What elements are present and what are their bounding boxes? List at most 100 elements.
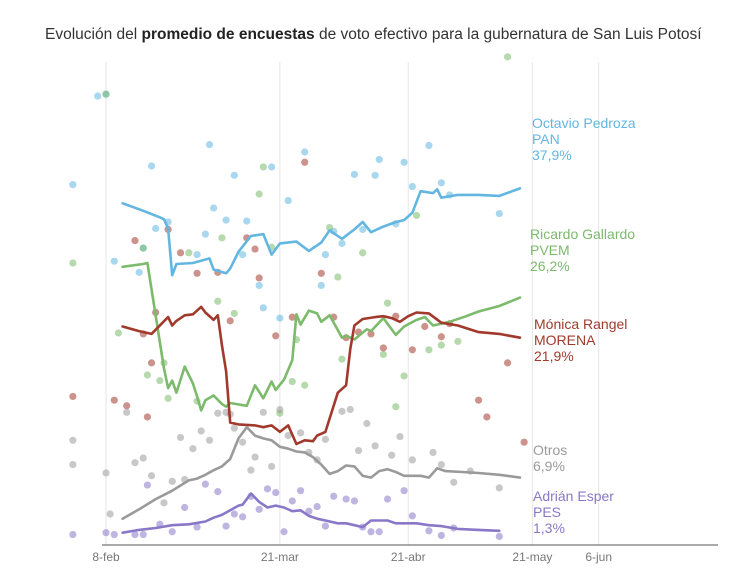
poll-dot [268,462,276,471]
poll-dot [338,407,346,415]
poll-dot [243,217,251,225]
poll-dot [123,408,131,416]
poll-dot [222,216,230,224]
poll-dot [102,529,110,537]
poll-dot [437,333,445,341]
poll-dot [305,507,313,515]
poll-dot [255,281,263,290]
poll-dot [143,371,151,379]
poll-dot [214,297,222,305]
poll-dot [147,162,156,170]
poll-dot [131,459,139,467]
poll-dot [350,497,358,505]
poll-dot [429,448,437,457]
poll-dot [168,528,176,536]
poll-dot [367,330,375,338]
poll-dot [454,337,462,346]
poll-dot [425,141,433,150]
poll-dot [437,460,445,469]
poll-dot [239,251,247,259]
poll-dot [408,182,416,191]
line-adri-n-esper [121,492,501,534]
poll-dot [247,466,255,474]
poll-dot [201,230,209,238]
poll-dot [363,419,371,428]
poll-dot [147,359,156,367]
poll-dot [425,527,433,535]
poll-dot [334,273,342,281]
x-tick-label: 21-mar [261,550,299,564]
poll-dot [276,314,284,322]
poll-dot [94,92,102,100]
poll-dot [408,456,416,464]
poll-dot [280,528,288,536]
poll-dot [255,505,263,513]
poll-dot [143,413,151,421]
poll-dot [143,481,151,489]
series-label: Ricardo Gallardo PVEM 26,2% [530,226,635,274]
poll-dot [230,309,238,318]
poll-dot [189,445,197,453]
poll-dot [69,392,77,401]
poll-dot [408,512,416,520]
poll-dot [388,451,396,459]
poll-dot [168,477,176,485]
poll-dot [110,396,118,404]
poll-dot [255,274,263,282]
poll-dot [375,528,383,536]
poll-dot [400,487,408,495]
chart-title: Evolución del promedio de encuestas de v… [45,26,702,43]
poll-dot [313,502,321,511]
poll-dot [503,53,512,61]
poll-dot [205,436,214,444]
poll-dot [317,269,325,277]
poll-dot [301,158,309,166]
x-tick-label: 6-jun [585,550,612,564]
poll-dot [288,313,296,321]
poll-dot [321,522,330,530]
x-tick-label: 21-may [512,550,552,564]
poll-dot [251,453,259,461]
poll-dot [383,495,392,503]
poll-dot [239,513,247,521]
poll-dot [205,140,214,149]
poll-dot [139,244,147,252]
poll-dot [354,446,363,455]
poll-dot [239,438,247,446]
poll-dot [69,181,77,189]
poll-dot [495,532,503,541]
poll-dot [251,245,259,253]
poll-dot [131,237,139,245]
poll-dot [350,170,358,178]
poll-dot [139,530,147,539]
series-label: Adrián Esper PES 1,3% [533,488,614,536]
poll-dot [317,281,325,290]
poll-dot [201,480,209,488]
poll-dot [379,350,387,359]
poll-dot [359,249,367,257]
poll-dot [102,90,110,98]
poll-dot [123,402,131,410]
poll-dot [321,251,330,259]
poll-dot [301,148,309,156]
poll-dot [495,209,503,218]
poll-dot [176,433,185,442]
poll-dot [437,341,445,349]
poll-dot [147,472,156,480]
poll-dot [346,405,354,414]
poll-dot [296,487,305,495]
poll-dot [230,510,238,518]
poll-dot [69,530,77,539]
poll-dot [284,432,292,440]
poll-dot [475,396,483,404]
poll-dot [268,163,276,171]
poll-dot [371,171,379,179]
poll-dot [371,442,379,450]
poll-dot [325,223,334,232]
poll-dot [342,495,350,503]
poll-dot [495,484,503,492]
poll-dot [437,531,445,540]
poll-dot [218,234,226,242]
poll-dot [69,460,77,469]
